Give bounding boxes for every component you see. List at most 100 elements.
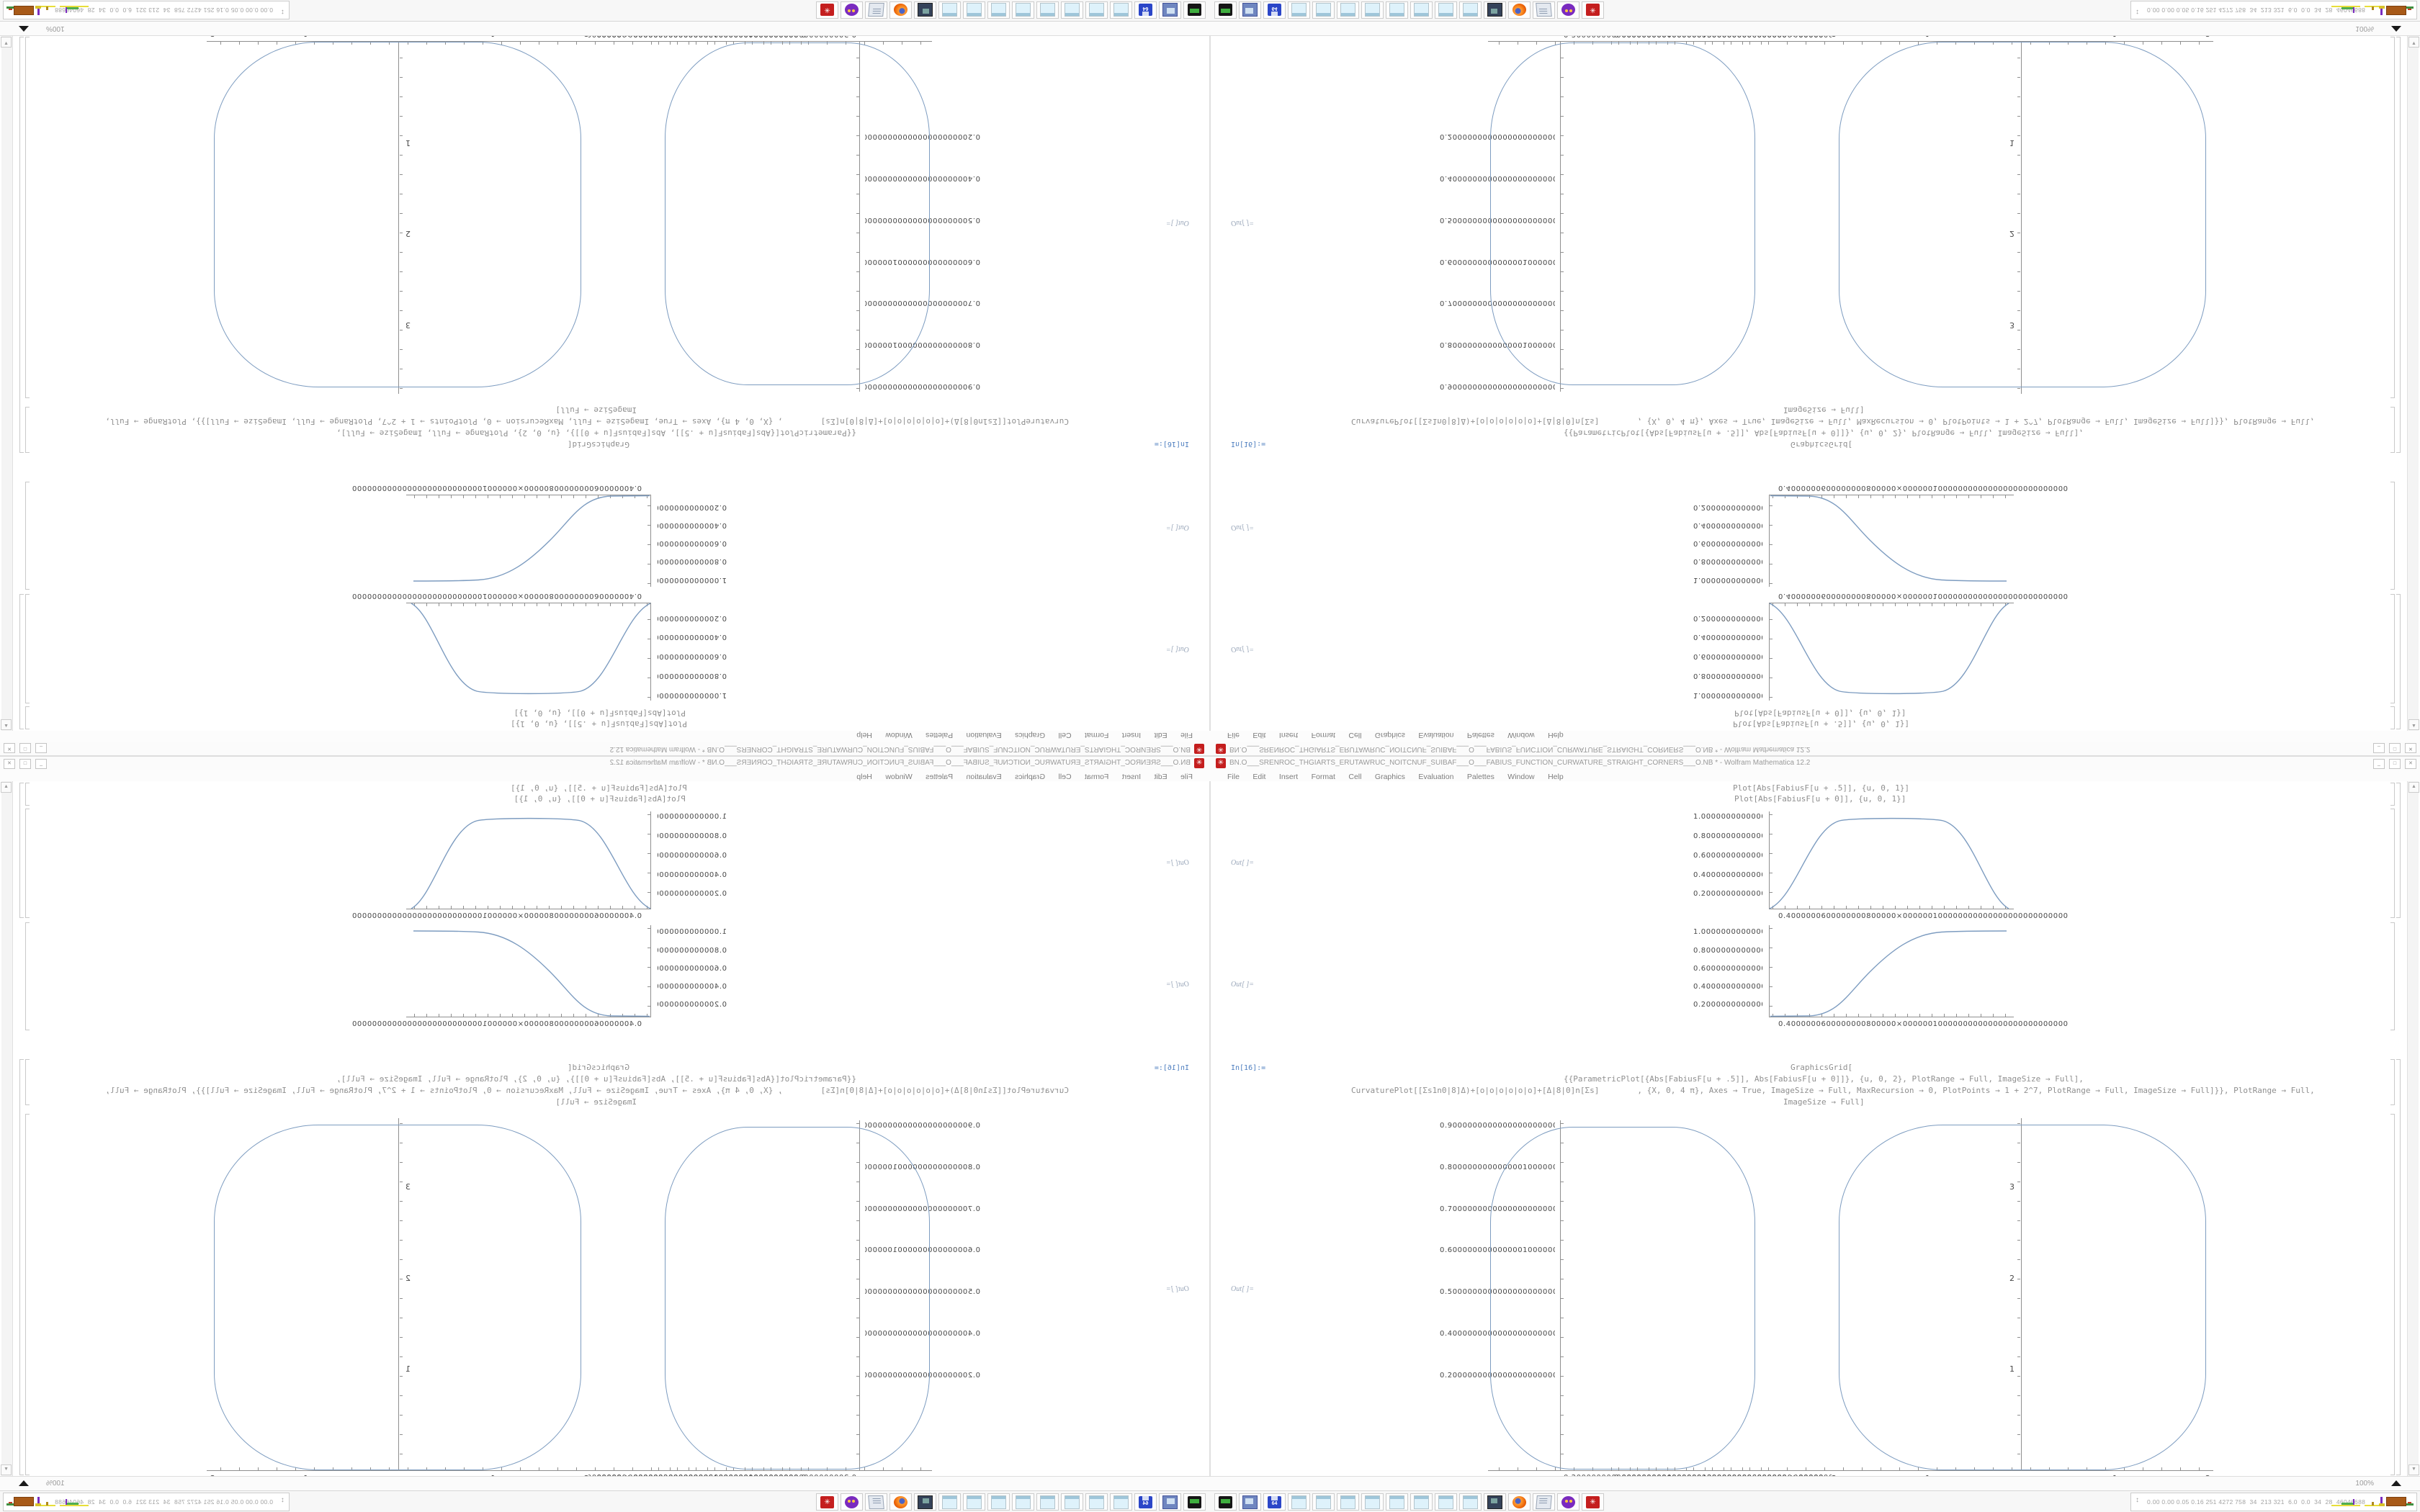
vertical-scrollbar[interactable]: ▲ ▼ xyxy=(2407,781,2419,1476)
vertical-scrollbar[interactable]: ▲ ▼ xyxy=(1,781,13,1476)
menu-window[interactable]: Window xyxy=(885,731,913,739)
menu-file[interactable]: File xyxy=(1227,773,1240,781)
code-cell-plot2[interactable]: Plot[Abs[FabiusF[u + 0]], {u, 0, 1}] xyxy=(1734,794,1906,804)
code-cell-plot1[interactable]: Plot[Abs[FabiusF[u + .5]], {u, 0, 1}] xyxy=(510,719,687,729)
launcher-notepad[interactable] xyxy=(1085,1493,1108,1511)
launcher-file-manager[interactable] xyxy=(1239,1493,1261,1511)
code-cell-plot1[interactable]: Plot[Abs[FabiusF[u + .5]], {u, 0, 1}] xyxy=(1733,783,1910,793)
code-graphicsgrid-3[interactable]: CurvaturePlot[[Σs1n0|8]Δ)+[o|o|o|o|o|o]+… xyxy=(105,417,1069,426)
cellgroup-bracket-top[interactable] xyxy=(2396,783,2401,918)
menu-evaluation[interactable]: Evaluation xyxy=(966,731,1002,739)
launcher-notepad[interactable] xyxy=(987,1,1010,19)
system-monitor-panel[interactable]: ↕ 0.00 0.00 0.05 0.16 251 4272 758 34 21… xyxy=(3,1493,290,1511)
cell-bracket-out2[interactable] xyxy=(25,482,30,590)
cell-bracket-bigout[interactable] xyxy=(25,37,30,398)
window-titlebar[interactable]: ✳ BN.O___SRENROC_THGIARTS_ERUTAWRUC_NOIT… xyxy=(1210,756,2420,770)
close-button[interactable]: ✕ xyxy=(2405,759,2416,769)
menu-window[interactable]: Window xyxy=(1507,731,1535,739)
launcher-notepad[interactable] xyxy=(1085,1,1108,19)
close-button[interactable]: ✕ xyxy=(4,743,15,753)
vertical-scrollbar[interactable]: ▲ ▼ xyxy=(1,36,13,731)
scroll-down-button[interactable]: ▼ xyxy=(2408,1464,2419,1475)
window-titlebar[interactable]: ✳ BN.O___SRENROC_THGIARTS_ERUTAWRUC_NOIT… xyxy=(0,742,1210,756)
code-graphicsgrid-4[interactable]: ImageSize → Full] xyxy=(1783,1097,1865,1107)
cell-bracket-out1[interactable] xyxy=(2390,594,2395,703)
menu-cell[interactable]: Cell xyxy=(1348,773,1362,781)
launcher-notepad[interactable] xyxy=(1361,1,1384,19)
cell-bracket-out2[interactable] xyxy=(2390,482,2395,590)
launcher-system-monitor[interactable] xyxy=(1484,1493,1506,1511)
menu-evaluation[interactable]: Evaluation xyxy=(1418,773,1454,781)
menu-edit[interactable]: Edit xyxy=(1252,773,1266,781)
cell-bracket-bigout[interactable] xyxy=(2390,1114,2395,1475)
scroll-down-button[interactable]: ▼ xyxy=(1,1464,12,1475)
cell-bracket-input[interactable] xyxy=(2390,706,2395,729)
cell-bracket-out1[interactable] xyxy=(2390,809,2395,918)
menu-format[interactable]: Format xyxy=(1085,731,1109,739)
cellgroup-bracket-top[interactable] xyxy=(2396,594,2401,729)
code-graphicsgrid-4[interactable]: ImageSize → Full] xyxy=(555,405,637,415)
window-titlebar[interactable]: ✳ BN.O___SRENROC_THGIARTS_ERUTAWRUC_NOIT… xyxy=(0,756,1210,770)
launcher-documents[interactable] xyxy=(865,1493,887,1511)
cellgroup-bracket-bottom[interactable] xyxy=(2396,37,2401,453)
vertical-scrollbar[interactable]: ▲ ▼ xyxy=(2407,36,2419,731)
code-graphicsgrid-2[interactable]: {{ParametricPlot[{Abs[FabiusF[u + .5]], … xyxy=(336,1074,856,1084)
launcher-notepad[interactable] xyxy=(1012,1493,1034,1511)
launcher-owl-app[interactable] xyxy=(1557,1,1579,19)
menu-help[interactable]: Help xyxy=(1548,773,1564,781)
launcher-terminal[interactable] xyxy=(1183,1,1206,19)
code-graphicsgrid-2[interactable]: {{ParametricPlot[{Abs[FabiusF[u + .5]], … xyxy=(1564,1074,2084,1084)
code-graphicsgrid-2[interactable]: {{ParametricPlot[{Abs[FabiusF[u + .5]], … xyxy=(336,428,856,438)
launcher-notepad[interactable] xyxy=(1459,1,1482,19)
launcher-system-monitor[interactable] xyxy=(1484,1,1506,19)
cell-bracket-in16[interactable] xyxy=(2390,1059,2395,1105)
launcher-notepad[interactable] xyxy=(1110,1493,1132,1511)
launcher-notepad[interactable] xyxy=(1386,1,1408,19)
menu-graphics[interactable]: Graphics xyxy=(1374,731,1405,739)
magnification-level[interactable]: 100% xyxy=(2355,1480,2374,1488)
launcher-file-manager[interactable] xyxy=(1159,1493,1181,1511)
launcher-notepad[interactable] xyxy=(1337,1,1359,19)
notebook-area[interactable]: Plot[Abs[FabiusF[u + .5]], {u, 0, 1}] Pl… xyxy=(0,781,1210,1483)
launcher-notepad[interactable] xyxy=(1036,1,1059,19)
launcher-notepad[interactable] xyxy=(1410,1,1433,19)
notebook-area[interactable]: Plot[Abs[FabiusF[u + .5]], {u, 0, 1}] Pl… xyxy=(1210,781,2420,1483)
minimize-button[interactable]: _ xyxy=(2373,759,2385,769)
close-button[interactable]: ✕ xyxy=(2405,743,2416,753)
code-cell-plot1[interactable]: Plot[Abs[FabiusF[u + .5]], {u, 0, 1}] xyxy=(1733,719,1910,729)
scroll-up-button[interactable]: ▲ xyxy=(2408,719,2419,730)
cellgroup-bracket-bottom[interactable] xyxy=(19,1059,24,1475)
minimize-button[interactable]: _ xyxy=(35,743,47,753)
launcher-notepad[interactable] xyxy=(1386,1493,1408,1511)
magnification-popup-icon[interactable] xyxy=(2391,26,2401,32)
launcher-notepad[interactable] xyxy=(1312,1493,1335,1511)
code-graphicsgrid-3[interactable]: CurvaturePlot[[Σs1n0|8]Δ)+[o|o|o|o|o|o]+… xyxy=(1351,417,2315,426)
launcher-mathematica[interactable]: ✳ xyxy=(1582,1493,1604,1511)
code-graphicsgrid-3[interactable]: CurvaturePlot[[Σs1n0|8]Δ)+[o|o|o|o|o|o]+… xyxy=(105,1086,1069,1095)
launcher-vice-c64[interactable]: 64 xyxy=(1134,1,1157,19)
cellgroup-bracket-top[interactable] xyxy=(19,594,24,729)
scroll-up-button[interactable]: ▲ xyxy=(2408,782,2419,793)
menu-cell[interactable]: Cell xyxy=(1058,731,1072,739)
launcher-vice-c64[interactable]: 64 xyxy=(1263,1,1286,19)
menu-insert[interactable]: Insert xyxy=(1121,731,1142,739)
launcher-system-monitor[interactable] xyxy=(914,1493,936,1511)
menu-cell[interactable]: Cell xyxy=(1348,731,1362,739)
cell-bracket-in16[interactable] xyxy=(25,1059,30,1105)
launcher-documents[interactable] xyxy=(1533,1493,1555,1511)
code-graphicsgrid-2[interactable]: {{ParametricPlot[{Abs[FabiusF[u + .5]], … xyxy=(1564,428,2084,438)
launcher-firefox[interactable] xyxy=(889,1,912,19)
magnification-popup-icon[interactable] xyxy=(2391,1480,2401,1486)
code-cell-plot2[interactable]: Plot[Abs[FabiusF[u + 0]], {u, 0, 1}] xyxy=(1734,708,1906,718)
launcher-notepad[interactable] xyxy=(1435,1,1457,19)
launcher-mathematica[interactable]: ✳ xyxy=(816,1493,838,1511)
system-monitor-panel[interactable]: ↕ 0.00 0.00 0.05 0.16 251 4272 758 34 21… xyxy=(2130,1493,2417,1511)
maximize-button[interactable]: □ xyxy=(2389,759,2401,769)
code-graphicsgrid-1[interactable]: GraphicsGrid[ xyxy=(567,440,629,449)
cell-bracket-in16[interactable] xyxy=(2390,407,2395,453)
scroll-up-button[interactable]: ▲ xyxy=(1,719,12,730)
menu-window[interactable]: Window xyxy=(1507,773,1535,781)
cell-bracket-in16[interactable] xyxy=(25,407,30,453)
launcher-mathematica[interactable]: ✳ xyxy=(1582,1,1604,19)
menu-format[interactable]: Format xyxy=(1311,773,1335,781)
